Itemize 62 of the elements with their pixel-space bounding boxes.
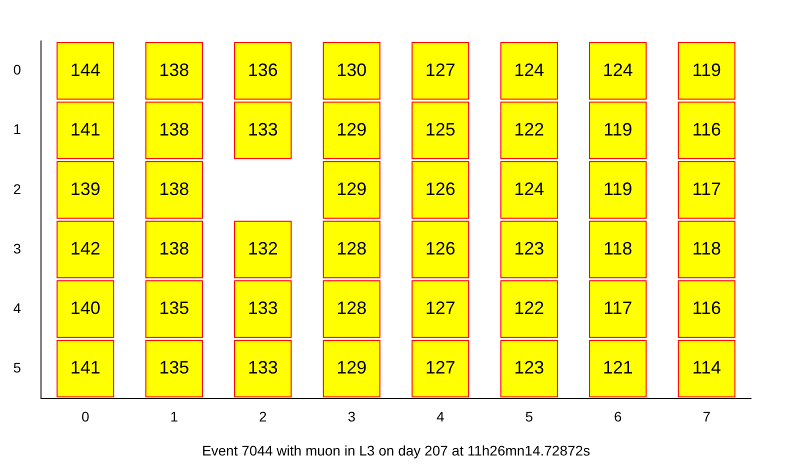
x-tick-label: 3 bbox=[348, 408, 356, 425]
x-tick-label: 4 bbox=[436, 408, 444, 425]
data-label: 125 bbox=[425, 119, 456, 140]
data-label: 141 bbox=[70, 358, 100, 378]
data-label: 117 bbox=[692, 178, 721, 199]
x-tick-label: 0 bbox=[81, 408, 90, 425]
data-label: 133 bbox=[248, 358, 278, 378]
data-label: 122 bbox=[514, 298, 544, 318]
data-label: 138 bbox=[159, 238, 190, 258]
data-label: 129 bbox=[336, 178, 367, 199]
data-label: 130 bbox=[336, 60, 367, 80]
data-label: 135 bbox=[159, 298, 190, 318]
data-label: 129 bbox=[336, 358, 367, 378]
y-tick-label: 4 bbox=[13, 300, 22, 316]
data-label: 136 bbox=[248, 60, 278, 80]
data-label: 116 bbox=[692, 119, 721, 140]
data-label: 138 bbox=[159, 60, 190, 80]
data-label: 128 bbox=[336, 238, 367, 258]
data-label: 116 bbox=[692, 298, 721, 318]
data-label: 138 bbox=[159, 178, 190, 199]
x-tick-label: 2 bbox=[258, 408, 267, 425]
data-label: 132 bbox=[248, 238, 278, 258]
x-tick-label: 7 bbox=[702, 408, 711, 425]
data-label: 121 bbox=[602, 358, 633, 378]
data-label: 118 bbox=[692, 238, 721, 258]
data-label: 129 bbox=[336, 119, 367, 140]
data-label: 138 bbox=[159, 119, 190, 140]
data-label: 124 bbox=[602, 60, 633, 80]
x-tick-label: 6 bbox=[614, 408, 622, 425]
y-tick-label: 1 bbox=[13, 121, 22, 138]
y-tick-label: 3 bbox=[13, 240, 22, 256]
data-label: 127 bbox=[425, 60, 456, 80]
data-label: 135 bbox=[159, 358, 190, 378]
data-label: 119 bbox=[604, 119, 632, 140]
data-label: 127 bbox=[425, 298, 456, 318]
data-label: 127 bbox=[425, 358, 456, 378]
data-label: 119 bbox=[604, 178, 632, 199]
x-tick-label: 5 bbox=[525, 408, 534, 425]
data-label: 118 bbox=[604, 238, 632, 258]
data-label: 126 bbox=[425, 238, 456, 258]
y-tick-label: 5 bbox=[13, 359, 22, 376]
data-label: 124 bbox=[514, 60, 544, 80]
data-label: 119 bbox=[692, 60, 721, 80]
data-label: 124 bbox=[514, 178, 544, 199]
data-label: 126 bbox=[425, 178, 456, 199]
y-tick-label: 2 bbox=[13, 180, 22, 197]
data-label: 123 bbox=[514, 358, 544, 378]
data-label: 128 bbox=[336, 298, 367, 318]
y-tick-label: 0 bbox=[13, 62, 22, 78]
x-axis-title: Event 7044 with muon in L3 on day 207 at 11h26mn14.72872s bbox=[202, 442, 590, 458]
data-label: 142 bbox=[70, 238, 100, 258]
data-label: 133 bbox=[248, 298, 278, 318]
data-label: 139 bbox=[70, 178, 100, 199]
data-label: 141 bbox=[70, 119, 100, 140]
data-label: 114 bbox=[692, 358, 721, 378]
data-label: 144 bbox=[70, 60, 100, 80]
x-tick-label: 1 bbox=[170, 408, 178, 425]
data-label: 117 bbox=[604, 298, 632, 318]
data-label: 122 bbox=[514, 119, 544, 140]
data-label: 123 bbox=[514, 238, 544, 258]
data-label: 133 bbox=[248, 119, 278, 140]
data-label: 140 bbox=[70, 298, 100, 318]
